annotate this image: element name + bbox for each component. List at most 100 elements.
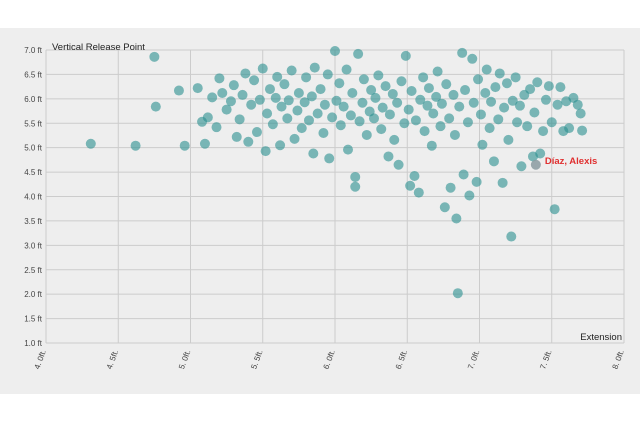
data-point <box>341 64 352 75</box>
data-point <box>493 114 504 125</box>
data-point <box>272 71 283 82</box>
data-point <box>497 177 508 188</box>
y-tick-label: 4.0 ft <box>24 193 43 202</box>
data-point <box>264 84 275 95</box>
data-point <box>444 113 455 124</box>
data-point <box>257 63 268 74</box>
data-point <box>413 187 424 198</box>
x-tick-label: 5. 0ft. <box>177 349 192 371</box>
data-point <box>380 81 391 92</box>
data-point <box>448 89 459 100</box>
x-tick-label: 5. 5ft. <box>249 349 264 371</box>
data-point <box>432 66 443 77</box>
x-tick-label: 6. 0ft. <box>322 349 337 371</box>
data-point <box>494 68 505 79</box>
data-point <box>516 161 527 172</box>
data-point <box>410 115 421 126</box>
data-point <box>473 74 484 85</box>
data-point <box>399 118 410 129</box>
x-tick-label: 6. 5ft. <box>394 349 409 371</box>
data-point <box>370 92 381 103</box>
data-point <box>480 87 491 98</box>
data-point <box>409 170 420 181</box>
data-point <box>549 204 560 215</box>
data-point <box>315 84 326 95</box>
data-point <box>350 181 361 192</box>
data-point <box>214 73 225 84</box>
data-point <box>282 113 293 124</box>
data-point <box>237 89 248 100</box>
data-point <box>240 68 251 79</box>
data-point <box>249 75 260 86</box>
data-point <box>552 99 563 110</box>
data-point <box>454 101 465 112</box>
y-tick-label: 1.0 ft <box>24 339 43 348</box>
data-point <box>335 120 346 131</box>
data-point <box>243 136 254 147</box>
x-tick-label: 7. 5ft. <box>538 349 553 371</box>
data-point <box>318 128 329 139</box>
data-point <box>267 119 278 130</box>
data-point <box>405 180 416 191</box>
data-point <box>419 126 430 137</box>
grid-lines <box>45 49 625 344</box>
data-point <box>406 86 417 97</box>
data-point <box>369 113 380 124</box>
data-point <box>400 50 411 61</box>
data-point <box>572 99 583 110</box>
data-point <box>225 96 236 107</box>
data-point <box>301 72 312 83</box>
data-point <box>211 122 222 133</box>
data-point <box>543 81 554 92</box>
y-axis-title: Vertical Release Point <box>52 42 145 53</box>
data-point <box>507 95 518 106</box>
data-point <box>488 156 499 167</box>
data-point <box>130 140 141 151</box>
x-tick-label: 4. 5ft. <box>105 349 120 371</box>
data-point <box>393 159 404 170</box>
data-point <box>192 83 203 94</box>
data-point <box>457 47 468 58</box>
highlighted-point-group: Díaz, Alexis <box>530 156 597 170</box>
data-point <box>460 85 471 96</box>
data-point <box>422 100 433 111</box>
data-point <box>221 104 232 115</box>
data-point <box>538 126 549 137</box>
data-point <box>308 148 319 159</box>
data-point <box>296 123 307 134</box>
data-point <box>85 138 96 149</box>
data-point <box>525 84 536 95</box>
data-point <box>334 78 345 89</box>
y-tick-label: 6.5 ft <box>24 70 43 79</box>
y-tick-label: 1.5 ft <box>24 315 43 324</box>
data-point <box>251 127 262 138</box>
data-point <box>312 108 323 119</box>
data-point <box>506 231 517 242</box>
data-point <box>361 129 372 140</box>
data-point <box>279 79 290 90</box>
data-point <box>439 202 450 213</box>
y-tick-labels: 1.0 ft 1.5 ft 2.0 ft 2.5 ft 3.0 ft 3.5 ft 4.0 … <box>24 46 43 348</box>
data-point <box>231 131 242 142</box>
data-point <box>431 91 442 102</box>
data-point <box>499 102 510 113</box>
data-point <box>246 99 257 110</box>
data-point <box>535 148 546 159</box>
data-point <box>475 109 486 120</box>
data-point <box>338 101 349 112</box>
data-point <box>254 94 265 105</box>
data-point <box>387 88 398 99</box>
data-point <box>529 107 540 118</box>
data-point <box>319 99 330 110</box>
highlighted-point[interactable] <box>530 159 541 170</box>
data-point <box>436 98 447 109</box>
data-point <box>234 114 245 125</box>
y-tick-label: 2.5 ft <box>24 266 43 275</box>
data-point <box>376 124 387 135</box>
data-point <box>532 77 543 88</box>
data-point <box>384 109 395 120</box>
data-point <box>324 153 335 164</box>
data-point <box>445 182 456 193</box>
data-point <box>293 87 304 98</box>
data-point <box>289 133 300 144</box>
